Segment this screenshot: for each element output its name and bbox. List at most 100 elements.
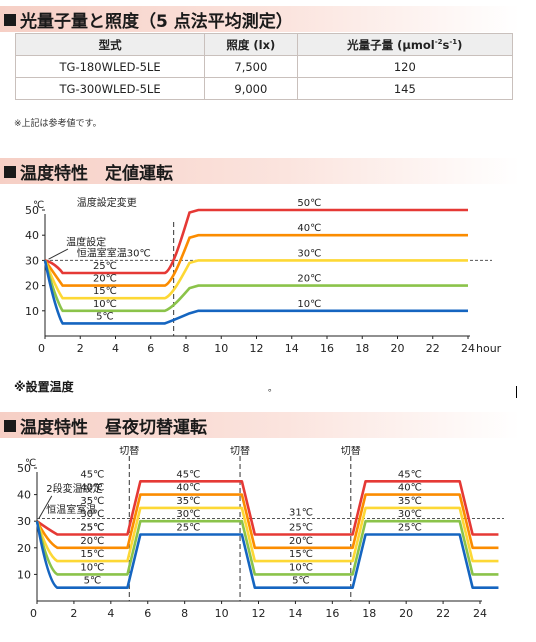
spec-table: 型式 照度 (lx) 光量子量 (μmol-2s-1) TG-180WLED-5… [14, 33, 514, 100]
x-tick-label: 4 [112, 342, 119, 355]
spec-section-header: 光量子量と照度（5 点法平均測定） [0, 6, 520, 32]
spec-title-text: 光量子量と照度（5 点法平均測定） [20, 12, 293, 32]
y-tick-label: 20 [25, 280, 39, 293]
x-tick-label: 14 [285, 342, 299, 355]
header-illuminance: 照度 (lx) [204, 33, 298, 56]
spec-header-row: 型式 照度 (lx) 光量子量 (μmol-2s-1) [14, 33, 514, 56]
square-bullet-icon [4, 14, 16, 26]
square-bullet-icon [4, 166, 16, 178]
switch-label: 切替 [341, 446, 361, 457]
annotation-room-temp: 恒温室室温 [46, 503, 96, 516]
x-unit-label: hour [476, 342, 502, 355]
series-line [35, 493, 499, 550]
x-tick-label: 6 [144, 607, 151, 620]
series-line [44, 208, 468, 275]
y-unit-label: ℃ [25, 458, 36, 469]
series-label-high: 25℃ [398, 523, 422, 534]
x-tick-label: 12 [252, 607, 266, 620]
x-tick-label: 6 [147, 342, 154, 355]
constant-title-text: 温度特性 定値運転 [20, 164, 173, 184]
x-tick-label: 20 [391, 342, 405, 355]
y-tick-label: 20 [17, 542, 31, 555]
cell-illuminance: 9,000 [204, 77, 298, 100]
series-label-low: 5℃ [292, 576, 310, 587]
series-label-high: 25℃ [176, 523, 200, 534]
series-label-high: 30℃ [176, 509, 200, 520]
cell-photon: 120 [296, 55, 514, 78]
series-label-low: 10℃ [93, 299, 117, 310]
series-label-high: 35℃ [398, 496, 422, 507]
cell-model: TG-300WLED-5LE [14, 77, 206, 100]
x-tick-label: 8 [183, 342, 190, 355]
series-label-high: 40℃ [297, 223, 321, 234]
series-label-high: 20℃ [297, 274, 321, 285]
switch-label: 切替 [230, 446, 250, 457]
y-tick-label: 40 [25, 229, 39, 242]
spec-section-title: 光量子量と照度（5 点法平均測定） [4, 7, 293, 32]
series-line [35, 519, 499, 576]
series-label-high: 30℃ [398, 509, 422, 520]
x-tick-label: 24 [461, 342, 475, 355]
x-tick-label: 14 [288, 607, 302, 620]
series-label-low: 10℃ [80, 562, 104, 573]
x-tick-label: 16 [320, 342, 334, 355]
series-label-high: 40℃ [176, 483, 200, 494]
cell-photon: 145 [296, 77, 514, 100]
series-line [43, 233, 468, 287]
x-tick-label: 10 [214, 342, 228, 355]
x-tick-label: 2 [77, 342, 84, 355]
annotation-two-stage: 2段変温設定 [46, 482, 102, 495]
y-tick-label: 50 [17, 462, 31, 475]
series-label-low: 25℃ [289, 523, 313, 534]
annotation-pointer [38, 495, 53, 519]
series-line [43, 260, 468, 325]
series-label-high: 45℃ [176, 469, 200, 480]
y-tick-label: 10 [17, 568, 31, 581]
x-tick-label: 2 [70, 607, 77, 620]
daynight-section-title: 温度特性 昼夜切替運転 [4, 413, 207, 438]
y-tick-label: 50 [25, 204, 39, 217]
series-line [36, 480, 499, 536]
x-tick-label: 10 [215, 607, 229, 620]
daynight-section-header: 温度特性 昼夜切替運転 [0, 412, 520, 438]
y-unit-label: ℃ [33, 200, 44, 211]
series-label-low: 15℃ [289, 549, 313, 560]
series-label-high: 10℃ [297, 299, 321, 310]
x-tick-label: 12 [250, 342, 264, 355]
constant-section-header: 温度特性 定値運転 [0, 158, 520, 184]
annotation-room-31: 31℃ [289, 507, 313, 518]
switch-label: 切替 [119, 446, 139, 457]
series-line [35, 506, 499, 563]
y-tick-label: 30 [25, 254, 39, 267]
header-model: 型式 [14, 33, 206, 56]
series-label-high: 35℃ [80, 496, 104, 507]
x-tick-label: 22 [436, 607, 450, 620]
x-tick-label: 16 [325, 607, 339, 620]
series-label-low: 5℃ [96, 311, 114, 322]
series-label-high: 40℃ [398, 483, 422, 494]
x-tick-label: 18 [355, 342, 369, 355]
series-label-low: 20℃ [80, 536, 104, 547]
series-label-high: 45℃ [398, 469, 422, 480]
series-label-low: 5℃ [84, 576, 102, 587]
series-label-low: 20℃ [289, 536, 313, 547]
installation-temp-caption: ※設置温度 [14, 380, 74, 394]
x-tick-label: 4 [107, 607, 114, 620]
x-tick-label: 20 [399, 607, 413, 620]
x-tick-label: 0 [30, 607, 37, 620]
table-row: TG-180WLED-5LE 7,500 120 [14, 55, 514, 78]
series-label-high: 40℃ [80, 483, 104, 494]
series-line [35, 520, 499, 589]
series-label-high: 45℃ [80, 469, 104, 480]
series-label-low: 25℃ [93, 261, 117, 272]
square-bullet-icon [4, 420, 16, 432]
cell-illuminance: 7,500 [204, 55, 298, 78]
constant-section-title: 温度特性 定値運転 [4, 159, 173, 184]
series-label-high: 50℃ [297, 198, 321, 209]
x-tick-label: 18 [362, 607, 376, 620]
y-tick-label: 10 [25, 305, 39, 318]
y-tick-label: 30 [17, 515, 31, 528]
x-tick-label: 24 [473, 607, 487, 620]
stray-bar [516, 386, 517, 398]
